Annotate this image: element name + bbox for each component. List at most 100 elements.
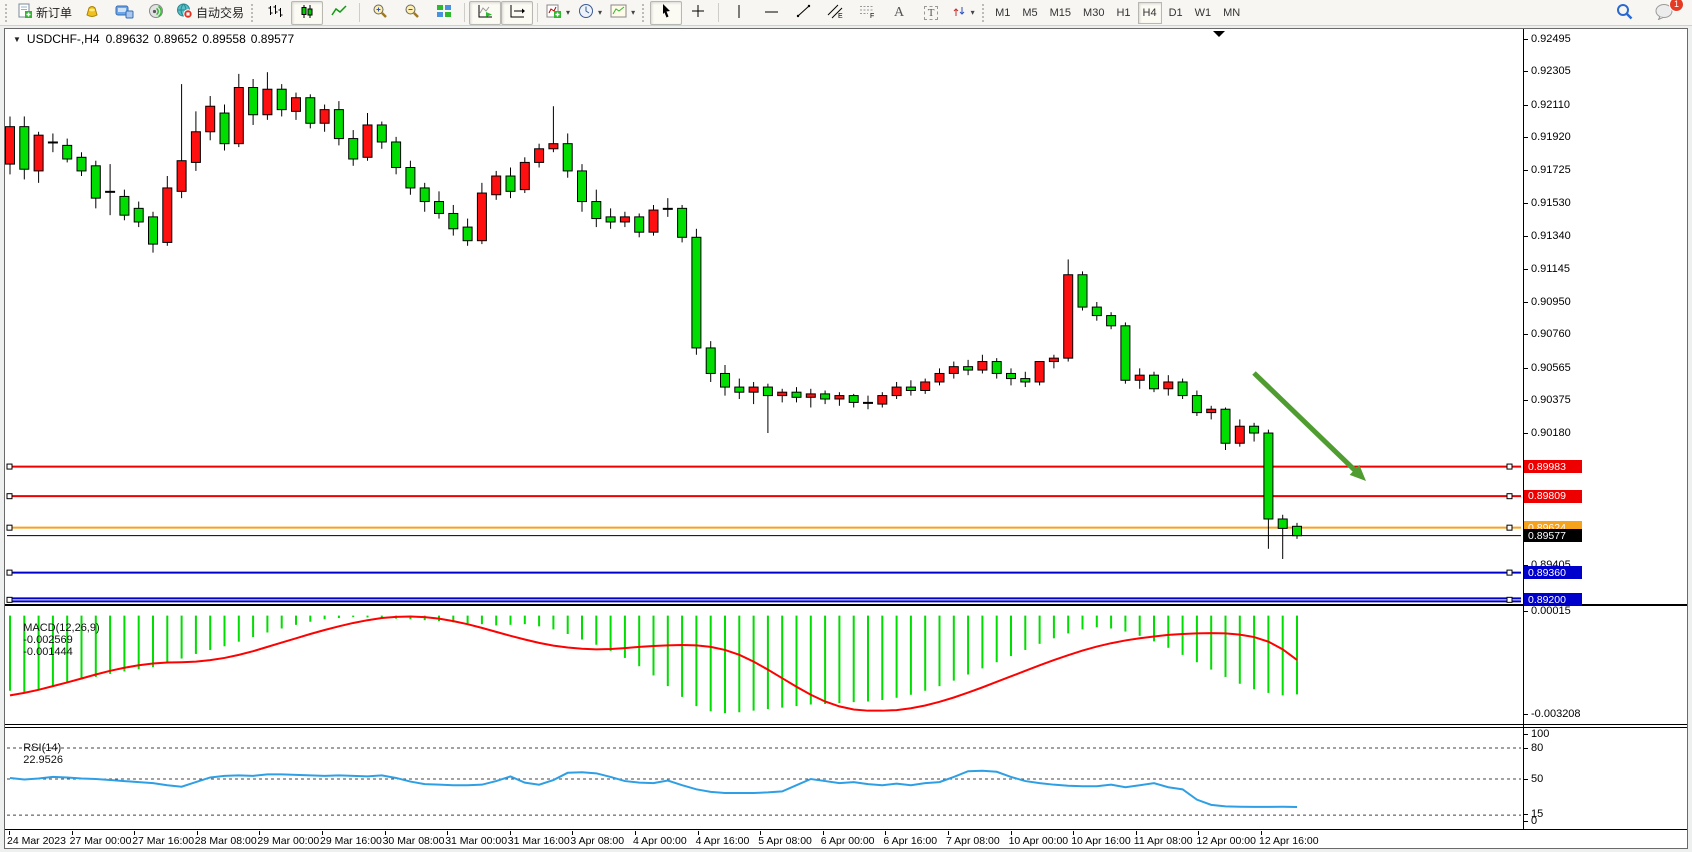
main-toolbar: 新订单 自动交易 ▾ ▾ — [0, 0, 1692, 26]
line-chart-mode-button[interactable] — [323, 1, 355, 25]
time-tick-mark — [572, 831, 574, 835]
vertical-line-icon — [734, 4, 744, 22]
trendline-tool-button[interactable] — [787, 1, 819, 25]
toolbar-drag-handle[interactable] — [5, 3, 10, 22]
macd-pane-canvas[interactable] — [5, 605, 1523, 724]
templates-button[interactable]: ▾ — [606, 1, 639, 25]
time-label: 24 Mar 2023 — [7, 835, 66, 847]
arrows-tool-button[interactable]: ▾ — [947, 1, 979, 25]
rsi-axis-label: 50 — [1531, 773, 1544, 785]
price-axis-line — [1523, 29, 1524, 829]
level-price-flag: 0.89360 — [1524, 566, 1582, 580]
time-label: 29 Mar 16:00 — [320, 835, 382, 847]
auto-scroll-button[interactable] — [469, 0, 502, 25]
level-price-flag: 0.89200 — [1524, 593, 1582, 607]
toolbar-drag-handle[interactable] — [642, 3, 647, 22]
ohlc-high: 0.89652 — [153, 32, 198, 46]
periods-button[interactable]: ▾ — [574, 1, 606, 25]
line-chart-icon — [331, 4, 347, 22]
deposit-button[interactable] — [76, 1, 108, 25]
timeframe-M30[interactable]: M30 — [1083, 6, 1105, 19]
symbol-dropdown-icon[interactable]: ▼ — [13, 34, 21, 44]
toolbar-drag-handle[interactable] — [251, 3, 256, 22]
axis-tick-mark — [1524, 564, 1528, 566]
zoom-out-button[interactable] — [396, 1, 428, 25]
time-label: 11 Apr 08:00 — [1133, 835, 1193, 847]
svg-text:E: E — [838, 13, 843, 19]
price-tick-label: 0.92110 — [1531, 98, 1570, 111]
timeframe-H1[interactable]: H1 — [1116, 6, 1131, 19]
price-tick-label: 0.90760 — [1531, 328, 1571, 341]
vps-cloud-icon — [115, 3, 134, 22]
macd-name: MACD(12,26,9) — [23, 622, 100, 634]
time-tick-mark — [384, 831, 386, 835]
timeframe-H4[interactable]: H4 — [1137, 1, 1162, 24]
notifications-button[interactable]: 1 — [1648, 0, 1684, 25]
cursor-tool-button[interactable] — [650, 0, 683, 25]
time-tick-mark — [9, 831, 10, 835]
bar-chart-mode-button[interactable] — [259, 1, 291, 25]
text-label-tool-button[interactable]: T — [915, 1, 947, 25]
axis-tick-mark — [1524, 235, 1528, 237]
time-tick-mark — [885, 831, 887, 835]
chart-title: ▼ USDCHF-,H4 0.89632 0.89652 0.89558 0.8… — [13, 32, 294, 46]
price-chart-canvas[interactable] — [5, 29, 1523, 605]
time-tick-mark — [447, 831, 449, 835]
toolbar-drag-handle[interactable] — [982, 3, 987, 22]
zoom-in-button[interactable] — [364, 1, 396, 25]
axis-tick-mark — [1524, 170, 1528, 172]
time-label: 29 Mar 00:00 — [257, 835, 320, 847]
crosshair-tool-button[interactable] — [682, 1, 714, 25]
axis-tick-mark — [1524, 734, 1528, 735]
channel-tool-button[interactable]: E — [819, 1, 851, 25]
horizontal-line-tool-button[interactable] — [755, 1, 787, 25]
search-button[interactable] — [1608, 1, 1640, 25]
vps-button[interactable] — [108, 1, 140, 25]
timeframe-M1[interactable]: M1 — [995, 6, 1011, 19]
time-tick-mark — [509, 831, 511, 835]
search-icon — [1616, 3, 1633, 23]
timeframe-MN[interactable]: MN — [1223, 6, 1241, 19]
macd-indicator-label: MACD(12,26,9) -0.002569 -0.001444 — [11, 610, 100, 670]
text-tool-button[interactable]: A — [883, 1, 915, 25]
timeframe-W1[interactable]: W1 — [1194, 6, 1212, 19]
equidistant-channel-icon: E — [827, 4, 844, 22]
fibonacci-tool-button[interactable]: F — [851, 1, 883, 25]
new-order-button[interactable]: 新订单 — [13, 1, 76, 25]
vertical-line-tool-button[interactable] — [723, 1, 755, 25]
fibonacci-icon: F — [859, 4, 876, 22]
axis-tick-mark — [1524, 136, 1528, 138]
candlestick-mode-button[interactable] — [291, 0, 324, 25]
timeframe-D1[interactable]: D1 — [1168, 6, 1183, 19]
time-axis[interactable]: 24 Mar 2023 27 Mar 00:00 27 Mar 16:00 28 Ma… — [5, 831, 1523, 848]
auto-trading-button[interactable]: 自动交易 — [172, 1, 248, 25]
ohlc-close: 0.89577 — [250, 32, 295, 46]
text-label-icon: T — [923, 5, 939, 20]
time-tick-mark — [71, 831, 73, 835]
axis-tick-mark — [1524, 104, 1528, 106]
chevron-down-icon: ▾ — [566, 8, 571, 17]
timeframe-M15[interactable]: M15 — [1049, 6, 1072, 19]
current-price-flag: 0.89577 — [1524, 529, 1582, 543]
time-label: 30 Mar 08:00 — [382, 835, 445, 847]
time-tick-mark — [760, 831, 762, 835]
pane-separator[interactable] — [5, 724, 1687, 725]
pane-separator[interactable] — [5, 604, 1687, 605]
ohlc-open: 0.89632 — [105, 32, 149, 46]
axis-tick-mark — [1524, 399, 1528, 401]
rsi-pane-canvas[interactable] — [5, 727, 1523, 829]
chart-shift-button[interactable] — [501, 0, 534, 25]
price-tick-label: 0.90565 — [1531, 361, 1571, 374]
time-tick-mark — [1135, 831, 1137, 835]
candlestick-icon — [299, 4, 315, 22]
macd-axis-label: 0.00015 — [1531, 605, 1571, 617]
indicators-button[interactable]: ▾ — [542, 1, 574, 25]
time-tick-mark — [1010, 831, 1012, 835]
horizontal-line-icon — [764, 6, 779, 20]
pane-separator — [5, 727, 1687, 728]
signals-button[interactable] — [140, 1, 172, 25]
indicators-icon — [546, 4, 562, 22]
tile-windows-button[interactable] — [428, 1, 460, 25]
timeframe-M5[interactable]: M5 — [1022, 6, 1038, 19]
signals-icon — [148, 3, 164, 22]
